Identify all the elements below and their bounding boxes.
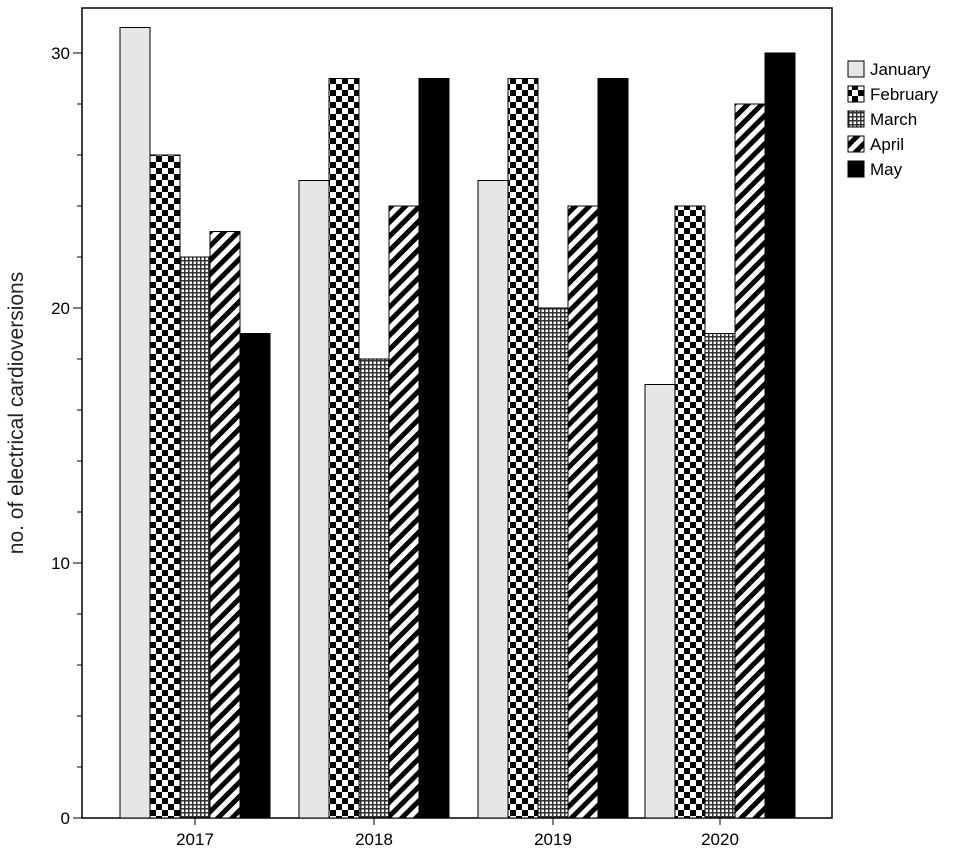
bar-january-2020: [644, 384, 676, 819]
y-tick-label: 30: [51, 44, 70, 63]
x-axis: 2017 2018 2019 2020: [176, 818, 739, 849]
bar-january-2017: [119, 27, 151, 819]
bars-group: [119, 27, 796, 819]
legend-label-march: March: [870, 110, 917, 129]
y-axis: 0 10 20 30: [51, 44, 82, 828]
y-tick-label: 0: [61, 809, 70, 828]
legend-swatch-march: [847, 110, 865, 128]
legend-label-january: January: [870, 60, 931, 79]
legend: January February March April May: [847, 60, 939, 179]
bar-january-2018: [298, 180, 330, 819]
bar-march-2020: [704, 333, 736, 819]
bar-may-2020: [764, 52, 796, 819]
bar-may-2017: [239, 333, 271, 819]
legend-label-april: April: [870, 135, 904, 154]
bar-may-2018: [418, 78, 450, 819]
bar-february-2018: [328, 78, 360, 819]
bar-february-2020: [674, 205, 706, 819]
legend-swatch-january: [847, 60, 865, 78]
bar-april-2017: [209, 231, 241, 819]
bar-february-2019: [507, 78, 539, 819]
bar-february-2017: [149, 154, 181, 819]
y-tick-label: 10: [51, 554, 70, 573]
legend-label-february: February: [870, 85, 939, 104]
x-tick-label-2020: 2020: [701, 830, 739, 849]
bar-january-2019: [477, 180, 509, 819]
bar-march-2019: [537, 307, 569, 819]
x-tick-label-2019: 2019: [534, 830, 572, 849]
bar-april-2018: [388, 205, 420, 819]
legend-label-may: May: [870, 160, 903, 179]
legend-swatch-february: [847, 85, 865, 103]
bar-march-2018: [358, 358, 390, 819]
y-axis-title: no. of electrical cardioversions: [5, 272, 28, 554]
bar-march-2017: [179, 256, 211, 819]
bar-april-2020: [734, 103, 766, 819]
x-tick-label-2018: 2018: [355, 830, 393, 849]
legend-swatch-april: [847, 135, 865, 153]
legend-swatch-may: [847, 160, 865, 178]
bar-april-2019: [567, 205, 599, 819]
x-tick-label-2017: 2017: [176, 830, 214, 849]
y-tick-label: 20: [51, 299, 70, 318]
bar-may-2019: [597, 78, 629, 819]
